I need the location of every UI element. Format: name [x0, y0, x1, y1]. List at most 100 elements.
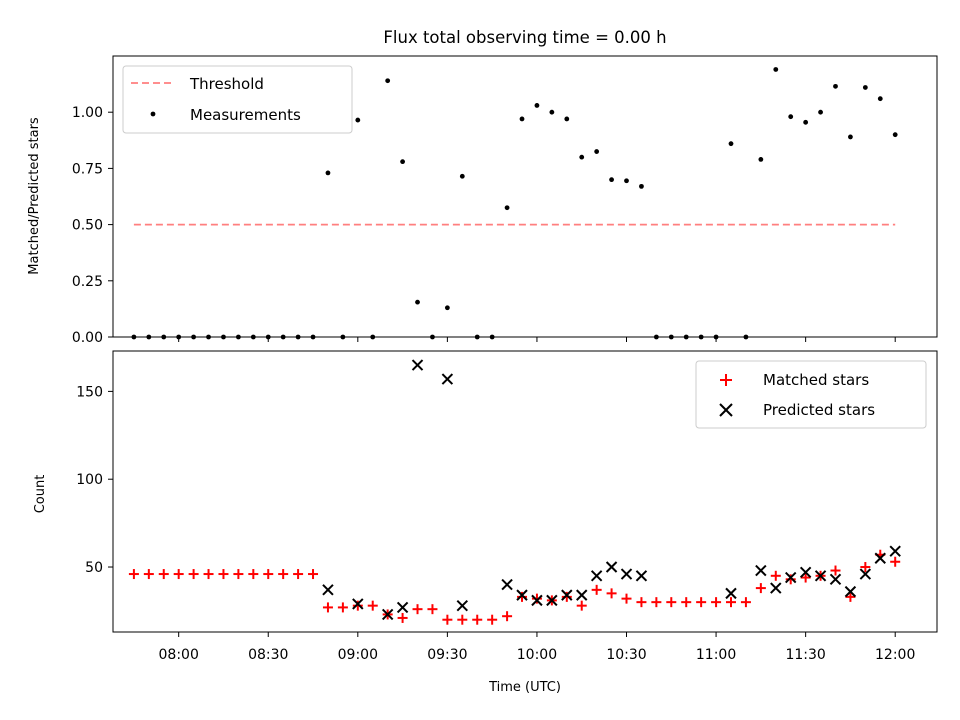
measurement-point — [534, 103, 540, 108]
matched-point — [531, 593, 542, 604]
matched-point — [427, 604, 438, 615]
ratio-y-axis-label: Matched/Predicted stars — [27, 117, 42, 275]
chart-title: Flux total observing time = 0.00 h — [383, 28, 666, 47]
x-tick-label: 10:30 — [606, 647, 646, 663]
ratio-y-tick-label: 0.50 — [72, 218, 103, 234]
predicted-point — [501, 578, 513, 591]
matched-point — [322, 602, 333, 613]
x-tick-label: 09:30 — [427, 647, 467, 663]
matched-point — [845, 591, 856, 602]
legend-matched-marker — [720, 374, 732, 386]
predicted-point — [829, 573, 842, 586]
ratio-y-tick-label: 1.00 — [72, 105, 103, 121]
count-y-tick-label: 150 — [76, 384, 103, 400]
predicted-point — [516, 589, 528, 601]
matched-point — [308, 569, 319, 580]
matched-point — [472, 614, 483, 625]
matched-point — [173, 569, 184, 580]
matched-point — [666, 597, 677, 608]
measurement-point — [892, 132, 898, 138]
predicted-point — [322, 584, 334, 596]
x-tick-label: 08:30 — [248, 647, 288, 663]
ratio-legend: Threshold Measurements — [122, 65, 353, 134]
matched-point — [696, 597, 707, 608]
predicted-point — [411, 359, 424, 371]
predicted-point — [799, 566, 812, 578]
matched-point — [800, 572, 811, 583]
ratio-plot-frame — [112, 55, 938, 338]
x-tick-label: 11:00 — [696, 647, 736, 663]
predicted-point — [725, 587, 737, 600]
matched-point — [711, 597, 722, 608]
measurement-point — [459, 173, 465, 179]
matched-point — [576, 600, 587, 611]
matched-point — [785, 574, 796, 585]
matched-point — [517, 591, 528, 602]
measurement-point — [818, 109, 823, 115]
measurement-point — [728, 141, 734, 147]
legend-measurements-label: Measurements — [190, 106, 301, 124]
matched-point — [636, 597, 647, 608]
matched-point — [726, 597, 736, 608]
predicted-point — [889, 545, 901, 557]
matched-point — [412, 604, 423, 615]
predicted-point — [755, 564, 767, 577]
measurement-point — [325, 170, 331, 176]
matched-point — [352, 600, 363, 611]
predicted-point — [352, 598, 364, 610]
matched-point — [740, 597, 751, 608]
predicted-point — [605, 561, 618, 573]
measurement-point — [877, 96, 883, 102]
count-y-axis-label: Count — [33, 475, 48, 514]
measurement-point — [803, 119, 809, 125]
predicted-point — [874, 552, 886, 564]
matched-point — [367, 600, 378, 611]
measurement-point — [579, 154, 585, 160]
matched-point — [681, 597, 692, 608]
x-tick-label: 12:00 — [875, 647, 915, 663]
measurement-point — [564, 116, 570, 122]
predicted-point — [531, 594, 543, 607]
measurement-point — [758, 157, 764, 162]
predicted-point — [561, 589, 573, 601]
x-tick-label: 08:00 — [159, 647, 199, 663]
matched-point — [487, 614, 498, 625]
measurement-point — [848, 134, 853, 140]
count-plot: 50 100 150 08:00 08:30 09:00 09:30 10:00 10:30 1… — [33, 350, 938, 695]
measurement-point — [504, 205, 510, 211]
predicted-point — [396, 601, 409, 614]
predicted-point — [590, 570, 603, 582]
matched-point — [606, 588, 617, 599]
matched-point — [442, 614, 453, 625]
measurement-point — [444, 305, 450, 311]
count-y-tick-label: 50 — [85, 560, 103, 576]
count-y-tick-label: 100 — [76, 472, 103, 488]
predicted-point — [456, 599, 469, 612]
measurement-point — [400, 159, 405, 165]
x-axis-label: Time (UTC) — [488, 680, 561, 695]
predicted-point — [859, 568, 872, 580]
measurement-point — [624, 178, 629, 184]
matched-point — [158, 569, 169, 580]
measurement-point — [385, 78, 391, 84]
legend-threshold-label: Threshold — [189, 75, 264, 93]
matched-point — [188, 569, 199, 580]
measurement-point — [609, 177, 614, 183]
predicted-point — [814, 570, 827, 582]
matched-point — [248, 569, 259, 580]
matched-point — [233, 569, 244, 580]
measurement-point — [519, 116, 525, 122]
ratio-plot: 0.00 0.25 0.50 0.75 1.00 Matched/Predicted s… — [27, 55, 938, 346]
matched-point — [128, 569, 139, 580]
predicted-point — [441, 373, 454, 385]
measurement-point — [594, 149, 600, 154]
ratio-y-tick-label: 0.25 — [72, 274, 103, 290]
x-tick-label: 09:00 — [338, 647, 378, 663]
matched-point — [457, 614, 468, 625]
matched-point — [860, 562, 871, 573]
measurement-point — [788, 114, 794, 120]
matched-point — [591, 584, 602, 595]
matched-point — [770, 570, 781, 581]
matched-point — [755, 583, 766, 594]
predicted-point — [620, 568, 633, 580]
